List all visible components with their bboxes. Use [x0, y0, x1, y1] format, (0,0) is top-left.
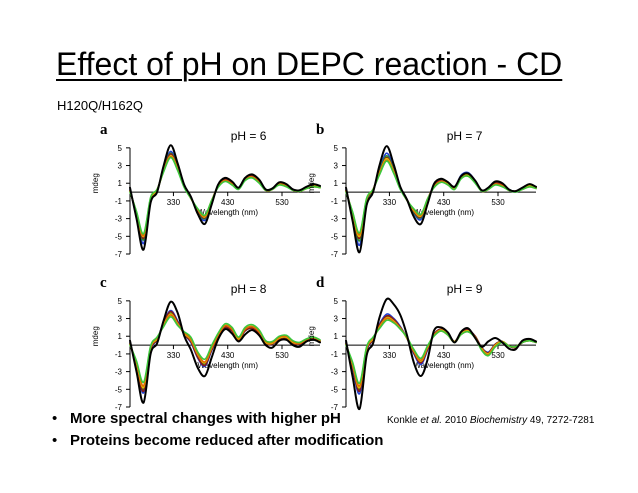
spectrum-line	[345, 145, 537, 254]
x-axis-label: Wavelength (nm)	[413, 361, 474, 370]
y-tick-label: -5	[115, 232, 123, 241]
x-tick-label: 430	[437, 351, 451, 360]
x-axis-label: Wavelength (nm)	[197, 208, 258, 217]
y-axis-label: mdeg	[307, 326, 316, 346]
y-tick-label: 3	[118, 315, 123, 324]
y-tick-label: 3	[334, 315, 339, 324]
spectrum-line	[129, 153, 321, 239]
y-tick-label: -1	[115, 350, 123, 359]
spectrum-line	[129, 152, 321, 241]
y-tick-label: 3	[118, 162, 123, 171]
y-tick-label: 1	[118, 332, 123, 341]
y-tick-label: -7	[331, 250, 339, 259]
y-tick-label: -3	[115, 215, 123, 224]
spectrum-line	[129, 300, 321, 404]
x-tick-label: 330	[167, 351, 181, 360]
y-tick-label: 5	[334, 144, 339, 153]
spectrum-line	[129, 156, 321, 235]
bullet-point: More spectral changes with higher pH	[52, 408, 383, 430]
y-tick-label: -5	[331, 385, 339, 394]
y-tick-label: -5	[115, 385, 123, 394]
y-tick-label: 1	[334, 179, 339, 188]
spectrum-line	[129, 155, 321, 237]
x-tick-label: 530	[491, 351, 505, 360]
bullet-point: Proteins become reduced after modificati…	[52, 430, 383, 452]
panel-letter: d	[316, 275, 325, 291]
y-tick-label: 1	[334, 332, 339, 341]
y-tick-label: -1	[331, 350, 339, 359]
y-tick-label: -1	[331, 197, 339, 206]
x-tick-label: 430	[221, 198, 235, 207]
citation-etal: et al.	[420, 415, 443, 426]
spectrum-line	[345, 160, 537, 234]
y-tick-label: 3	[334, 162, 339, 171]
x-tick-label: 530	[275, 351, 289, 360]
citation-details: 49, 7272-7281	[527, 415, 595, 426]
y-tick-label: -3	[115, 368, 123, 377]
bullet-list: More spectral changes with higher pH Pro…	[52, 408, 383, 452]
slide-title: Effect of pH on DEPC reaction - CD	[56, 46, 563, 82]
x-tick-label: 430	[221, 351, 235, 360]
spectrum-line	[345, 297, 537, 410]
citation-journal: Biochemistry	[469, 415, 528, 426]
panel-letter: b	[316, 122, 324, 138]
y-tick-label: 5	[334, 297, 339, 306]
cd-panel-a: a 5 3 1 -1 -3 -5 -7 mdeg 330 430 530 Wavelength (nm)…	[91, 122, 321, 259]
spectrum-line	[129, 155, 321, 238]
y-tick-label: -7	[115, 250, 123, 259]
x-tick-label: 430	[437, 198, 451, 207]
y-tick-label: -3	[331, 368, 339, 377]
y-tick-label: -5	[331, 232, 339, 241]
x-tick-label: 330	[383, 198, 397, 207]
y-tick-label: -3	[331, 215, 339, 224]
citation-author: Konkle	[387, 415, 421, 426]
x-tick-label: 530	[275, 198, 289, 207]
x-tick-label: 330	[383, 351, 397, 360]
x-tick-label: 530	[491, 198, 505, 207]
y-tick-label: 1	[118, 179, 123, 188]
y-axis-label: mdeg	[307, 173, 316, 193]
y-tick-label: -1	[115, 197, 123, 206]
cd-panel-b: b 5 3 1 -1 -3 -5 -7 mdeg 330 430 530 Wavelength (nm)…	[307, 122, 537, 259]
panel-letter: a	[100, 122, 108, 138]
ph-annotation: pH = 8	[231, 282, 267, 296]
x-tick-label: 330	[167, 198, 181, 207]
ph-annotation: pH = 9	[447, 282, 483, 296]
ph-annotation: pH = 7	[447, 129, 483, 143]
x-axis-label: Wavelength (nm)	[197, 361, 258, 370]
panel-letter: c	[100, 275, 107, 291]
x-axis-label: Wavelength (nm)	[413, 208, 474, 217]
y-axis-label: mdeg	[91, 326, 100, 346]
y-tick-label: 5	[118, 297, 123, 306]
protein-variant-label: H120Q/H162Q	[57, 98, 143, 113]
ph-annotation: pH = 6	[231, 129, 267, 143]
y-tick-label: 5	[118, 144, 123, 153]
y-axis-label: mdeg	[91, 173, 100, 193]
citation: Konkle et al. 2010 Biochemistry 49, 7272…	[387, 415, 594, 426]
spectrum-line	[129, 144, 321, 251]
citation-year: 2010	[442, 415, 470, 426]
